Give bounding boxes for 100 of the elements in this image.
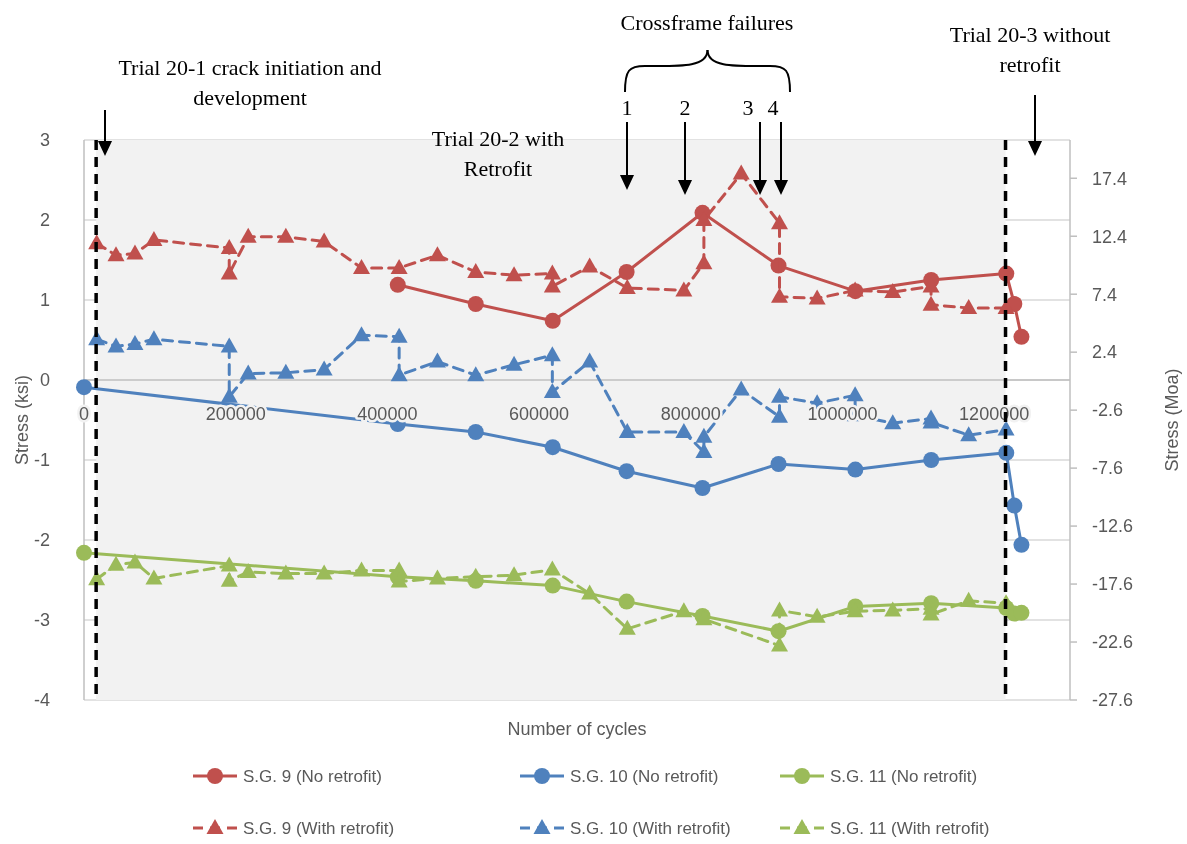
point	[618, 619, 636, 635]
y2-tick-label: 17.4	[1092, 168, 1128, 189]
y2-tick-label: -2.6	[1092, 400, 1124, 421]
point	[581, 257, 599, 273]
point	[1013, 328, 1030, 345]
point	[732, 164, 750, 180]
y-tick-label: -2	[33, 530, 50, 551]
point	[543, 264, 561, 280]
legend-label: S.G. 9 (No retrofit)	[243, 766, 382, 786]
point	[581, 352, 599, 368]
point	[239, 364, 257, 380]
legend-label: S.G. 10 (With retrofit)	[570, 818, 731, 838]
point	[544, 439, 561, 456]
point	[505, 355, 523, 371]
point	[544, 577, 561, 594]
y2-tick-label: 12.4	[1092, 226, 1128, 247]
point	[694, 480, 711, 496]
text: 3	[742, 95, 754, 120]
point	[771, 601, 789, 617]
point	[771, 636, 789, 652]
y-tick-label: -4	[33, 690, 50, 711]
annotation: Trial 20-2 with Retrofit	[431, 126, 565, 181]
point	[277, 564, 295, 580]
point	[960, 591, 978, 607]
point	[428, 352, 446, 368]
point	[544, 312, 561, 329]
point	[277, 227, 295, 243]
point	[76, 544, 92, 561]
point	[771, 214, 789, 230]
legend-label: S.G. 10 (No retrofit)	[570, 766, 719, 786]
legend-label: S.G. 11 (No retrofit)	[830, 766, 978, 786]
point	[1013, 536, 1030, 553]
x-tick-label: 400000	[357, 404, 418, 424]
text: Trial 20-1 crack initiation and development	[118, 55, 382, 110]
point	[505, 566, 523, 582]
point	[695, 427, 713, 443]
point	[353, 326, 371, 342]
point	[126, 335, 144, 350]
point	[353, 561, 371, 577]
point	[505, 266, 523, 282]
point	[771, 387, 789, 403]
text: 2	[679, 95, 691, 120]
y-tick-label: 2	[39, 210, 50, 231]
point	[220, 556, 238, 572]
point	[220, 264, 238, 280]
point	[315, 564, 333, 580]
point	[618, 593, 635, 610]
point	[808, 607, 826, 623]
y2-tick-label: -7.6	[1092, 458, 1124, 479]
point	[107, 246, 125, 262]
point	[884, 601, 902, 617]
point	[76, 379, 92, 396]
point	[126, 244, 144, 260]
point	[884, 414, 902, 430]
point	[353, 259, 371, 274]
point	[960, 426, 978, 442]
point	[618, 279, 636, 294]
point	[107, 555, 125, 571]
point	[675, 602, 693, 618]
y2-tick-label: -12.6	[1092, 516, 1134, 537]
point	[145, 569, 163, 585]
point	[695, 254, 713, 270]
point	[543, 277, 561, 293]
legend-label: S.G. 9 (With retrofit)	[243, 818, 395, 838]
y-tick-label: 3	[39, 130, 50, 151]
point	[771, 287, 789, 303]
point	[428, 569, 446, 585]
point	[277, 363, 295, 379]
x-tick-label: 800000	[660, 404, 721, 424]
point	[884, 283, 902, 298]
point	[543, 383, 561, 398]
point	[543, 560, 561, 576]
point	[618, 264, 635, 280]
point	[960, 299, 978, 314]
x-tick-label: 1200000	[959, 404, 1030, 424]
point	[220, 239, 238, 254]
y-tick-label: -1	[33, 450, 50, 471]
point	[220, 337, 238, 353]
point	[467, 567, 485, 583]
point	[239, 227, 257, 243]
point	[543, 346, 561, 362]
point	[107, 337, 125, 353]
point	[145, 231, 163, 246]
point	[695, 443, 713, 458]
point	[428, 246, 446, 262]
point	[315, 232, 333, 248]
y-tick-label: -3	[33, 610, 50, 631]
point	[675, 281, 693, 297]
point	[675, 423, 693, 438]
point	[126, 553, 144, 569]
y2-tick-label: -17.6	[1092, 574, 1134, 595]
point	[618, 423, 636, 438]
point	[315, 360, 333, 376]
y2-tick-label: -27.6	[1092, 690, 1134, 711]
point	[390, 366, 408, 382]
x-axis-title: Number of cycles	[507, 719, 647, 739]
point	[467, 424, 484, 440]
text: 4	[767, 95, 779, 120]
point	[390, 259, 408, 274]
point	[467, 263, 485, 278]
